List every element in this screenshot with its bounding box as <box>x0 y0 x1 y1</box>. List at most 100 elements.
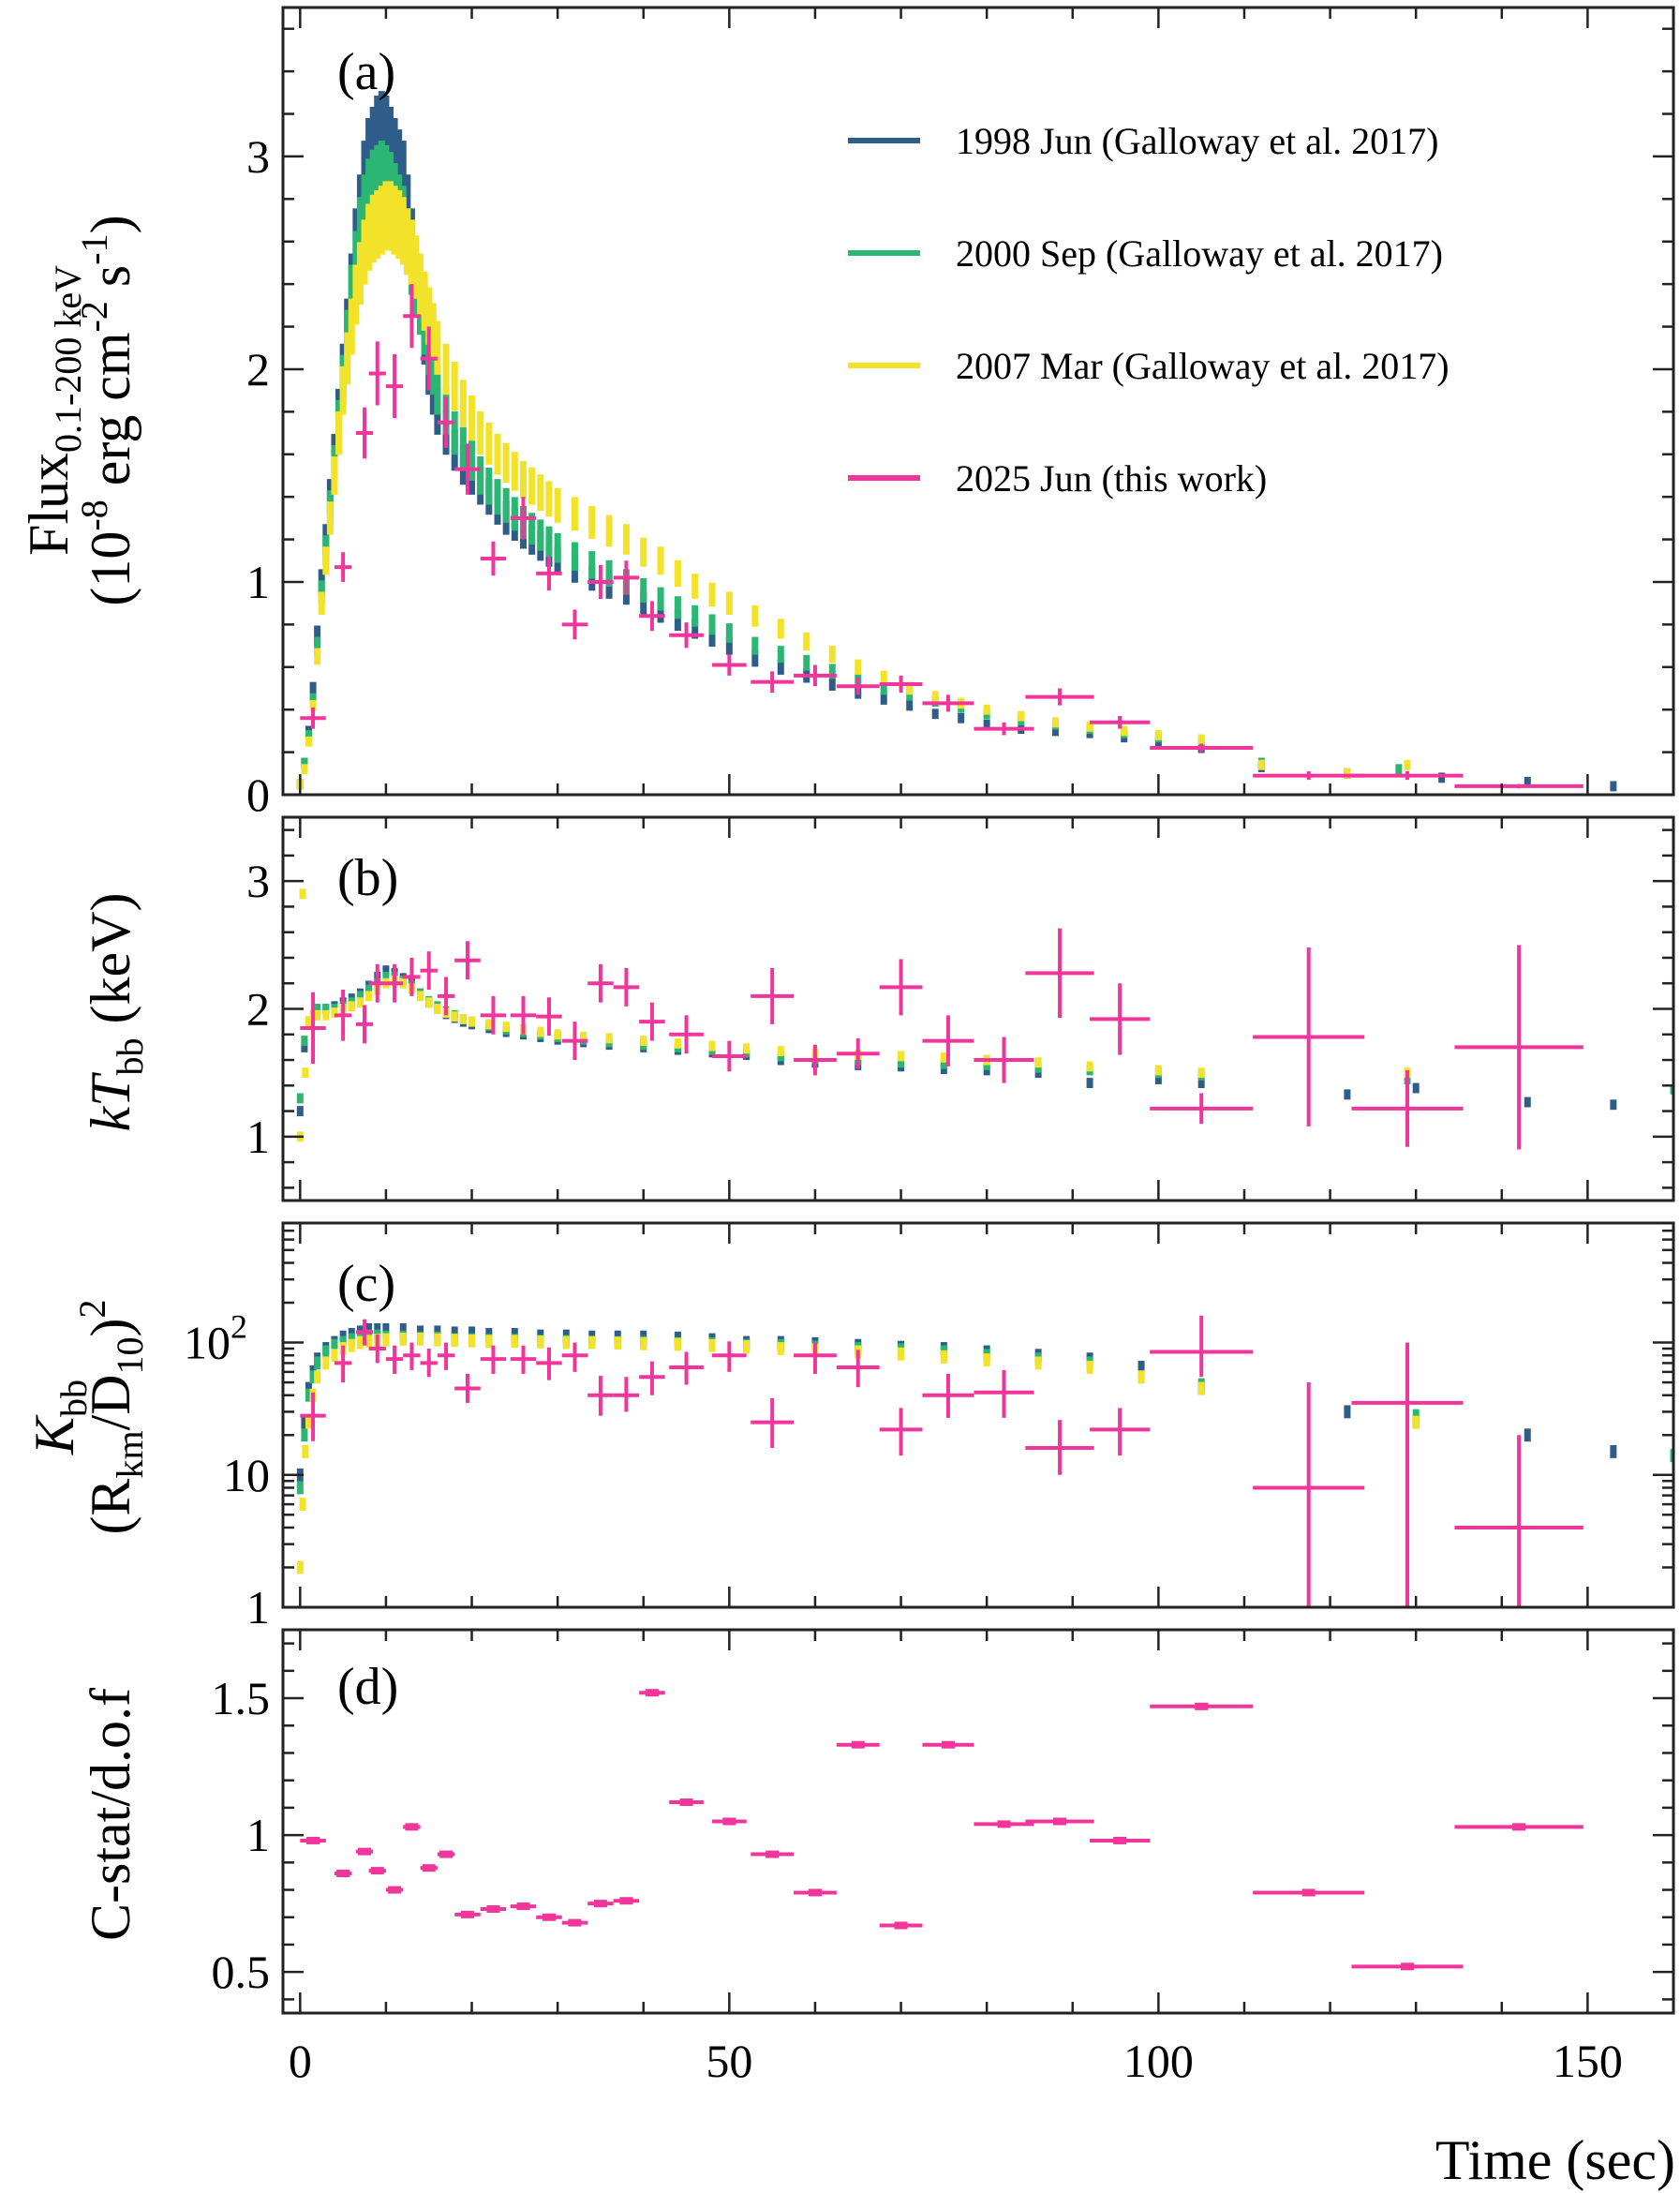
data-point <box>1351 1069 1464 1147</box>
data-point <box>1351 1962 1464 1971</box>
data-point <box>403 957 421 996</box>
data-point <box>385 963 404 1003</box>
data-point <box>613 560 640 595</box>
data-point <box>355 1319 374 1346</box>
x-tick-label: 100 <box>1123 2035 1194 2087</box>
data-point <box>561 609 588 640</box>
data-point <box>751 1397 795 1448</box>
data-point <box>480 541 507 576</box>
data-point <box>454 941 481 980</box>
data-point <box>368 341 386 406</box>
x-ticks <box>299 817 1675 1201</box>
data-point <box>1025 928 1094 1019</box>
data-point <box>587 564 614 600</box>
data-point <box>437 1850 455 1858</box>
data-point <box>613 1377 640 1412</box>
x-ticks <box>299 1630 1675 2013</box>
data-point <box>1253 771 1365 781</box>
plot-frame <box>281 1221 1675 1609</box>
panel-b-ylabel: kTbb (keV) <box>80 893 151 1132</box>
data-point <box>974 1369 1034 1418</box>
data-point <box>403 1823 421 1831</box>
panel-label: (a) <box>337 43 395 101</box>
data-point <box>1090 716 1151 729</box>
data-point <box>561 1022 588 1061</box>
series-2025-jun-this-work- <box>300 928 1583 1150</box>
data-point <box>1253 1382 1365 1607</box>
panel-d: 0.5 1 1.5 (d) 0 50 100 150 <box>212 1628 1675 2087</box>
data-point <box>510 995 537 1035</box>
panel-a-ylabel-line1: Flux0.1-200 keV <box>18 265 89 556</box>
data-point <box>561 1342 588 1372</box>
data-point <box>536 556 562 591</box>
data-point <box>368 963 386 1003</box>
data-point <box>751 671 795 694</box>
data-point <box>454 1910 481 1918</box>
data-point <box>368 1334 386 1364</box>
data-point <box>437 977 455 1016</box>
data-point <box>712 1817 747 1826</box>
y-tick-label: 1 <box>246 556 270 608</box>
data-point <box>879 959 923 1016</box>
x-axis-label: Time (sec) <box>1435 2129 1675 2191</box>
data-point <box>334 552 352 582</box>
legend: 1998 Jun (Galloway et al. 2017) 2000 Sep … <box>848 120 1450 500</box>
data-point <box>669 1798 704 1807</box>
data-point <box>836 678 880 695</box>
data-point <box>420 1864 438 1872</box>
data-point <box>1150 1315 1254 1378</box>
data-point <box>1025 1817 1094 1826</box>
data-point <box>420 1349 438 1378</box>
data-point <box>403 1342 421 1370</box>
series-2025-jun-this-work- <box>300 284 1583 789</box>
data-point <box>480 995 507 1035</box>
x-tick-label: 150 <box>1553 2035 1623 2087</box>
data-point <box>536 1347 562 1380</box>
legend-entry: 2025 Jun (this work) <box>956 457 1267 500</box>
data-point <box>355 1005 374 1044</box>
panel-c: 1 10 102 (c) <box>184 1221 1675 1634</box>
data-point <box>669 622 704 649</box>
data-point <box>879 1921 923 1930</box>
data-point <box>437 1342 455 1370</box>
data-point <box>879 675 923 694</box>
data-point <box>420 951 438 991</box>
y-tick-label: 3 <box>246 855 270 907</box>
data-point <box>1454 783 1583 789</box>
panel-a-ylabel-line2: (10-8 erg cm-2 s-1) <box>73 215 141 605</box>
panel-c-ylabel-line1: Kbb <box>23 1380 95 1455</box>
panel-c-ylabel-line2: (Rkm/D10)2 <box>71 1299 151 1534</box>
data-point <box>510 1902 537 1911</box>
data-point <box>613 967 640 1007</box>
data-point <box>922 1373 974 1418</box>
data-point <box>536 997 562 1037</box>
legend-entry: 1998 Jun (Galloway et al. 2017) <box>956 120 1438 162</box>
data-point <box>974 1037 1034 1083</box>
data-point <box>300 1392 326 1441</box>
data-point <box>836 1350 880 1388</box>
y-tick-label: 10 <box>223 1449 270 1501</box>
data-point <box>480 1345 507 1374</box>
y-tick-label: 102 <box>184 1308 247 1369</box>
data-point <box>751 967 795 1024</box>
data-point <box>669 1351 704 1385</box>
panel-label: (b) <box>337 849 398 907</box>
data-point <box>437 396 455 448</box>
data-point <box>794 1044 837 1076</box>
data-point <box>836 1037 880 1069</box>
data-point <box>974 722 1034 736</box>
plot-frame <box>281 1628 1675 2015</box>
y-tick-label: 1.5 <box>212 1672 271 1724</box>
data-point <box>300 992 326 1065</box>
data-point <box>403 284 421 349</box>
data-point <box>420 326 438 391</box>
data-point <box>1253 1888 1365 1897</box>
y-tick-label: 3 <box>246 130 270 183</box>
data-point <box>613 1897 640 1905</box>
data-point <box>334 990 352 1041</box>
data-point <box>587 1376 614 1416</box>
data-point <box>922 1015 974 1067</box>
data-point <box>794 1888 837 1897</box>
data-point <box>1454 1435 1583 1607</box>
plot-frame <box>281 6 1675 797</box>
